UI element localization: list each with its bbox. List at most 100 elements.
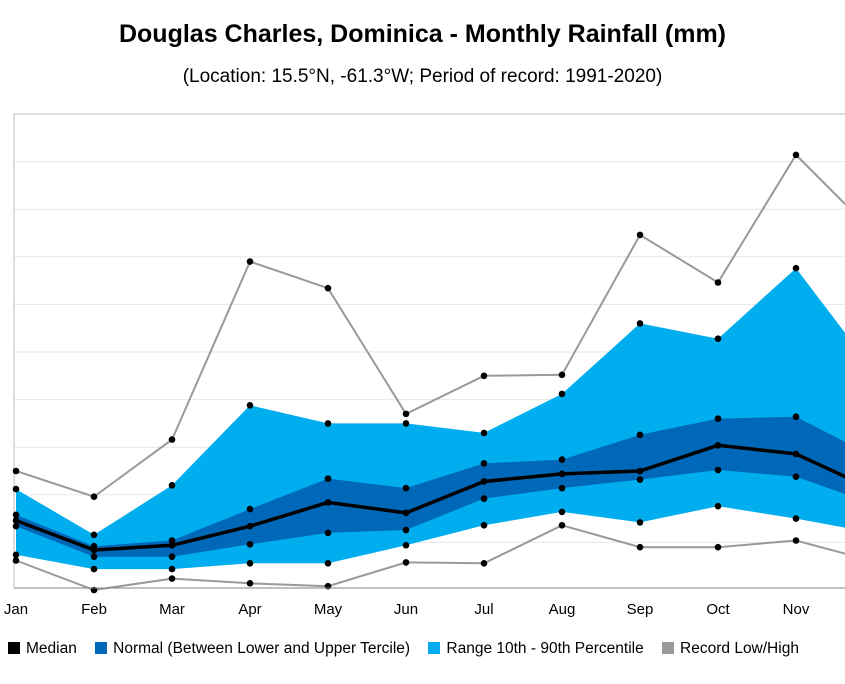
- x-tick-label: Jan: [4, 601, 28, 618]
- record-low-point: [12, 557, 20, 564]
- legend-item-range: Range 10th - 90th Percentile: [428, 640, 644, 658]
- median-line: [15, 443, 845, 552]
- p90-point: [246, 402, 254, 409]
- lower-tercile-point: [402, 526, 410, 534]
- p10-point: [402, 541, 410, 549]
- median-point: [402, 509, 410, 517]
- p10-point: [480, 521, 488, 529]
- p90-point: [12, 485, 20, 493]
- lower-tercile-point: [324, 529, 332, 537]
- median-point: [480, 478, 488, 485]
- legend-item-normal: Normal (Between Lower and Upper Tercile): [95, 640, 410, 658]
- x-tick-label: Feb: [81, 601, 107, 618]
- p10-point: [792, 515, 800, 522]
- legend-swatch-median: [8, 642, 20, 654]
- p10-point: [558, 508, 566, 516]
- record-low-point: [168, 575, 176, 582]
- lower-tercile-point: [792, 473, 800, 481]
- lower-tercile-point: [246, 541, 254, 548]
- record-high-point: [636, 231, 644, 239]
- x-tick-label: Mar: [159, 601, 185, 618]
- legend-label-record: Record Low/High: [680, 640, 799, 657]
- legend-label-range: Range 10th - 90th Percentile: [446, 640, 644, 657]
- p90-point: [402, 420, 410, 427]
- legend-item-record: Record Low/High: [662, 640, 799, 658]
- x-tick-label: Jul: [474, 601, 493, 618]
- p10-point: [714, 502, 722, 510]
- legend-swatch-range: [428, 642, 441, 654]
- median-point: [324, 499, 332, 506]
- chart-title: Douglas Charles, Dominica - Monthly Rain…: [118, 20, 727, 48]
- record-high-point: [714, 279, 722, 286]
- record-low-point: [402, 559, 410, 566]
- record-high-point: [12, 467, 20, 475]
- upper-tercile-point: [714, 415, 722, 422]
- p10-point: [636, 519, 644, 526]
- legend-item-median: Median: [8, 640, 77, 658]
- p10-point: [168, 565, 176, 573]
- record-low-point: [480, 560, 488, 567]
- lower-tercile-point: [12, 522, 20, 530]
- record-high-point: [792, 151, 800, 159]
- x-tick-label: Sep: [627, 601, 654, 618]
- record-high-point: [558, 371, 566, 379]
- record-low-point: [246, 580, 254, 587]
- x-tick-label: Oct: [706, 601, 730, 618]
- legend-label-normal: Normal (Between Lower and Upper Tercile): [113, 640, 411, 657]
- record-high-point: [168, 436, 176, 443]
- median-point: [246, 522, 254, 530]
- record-high-point: [90, 493, 98, 501]
- range-10-90-band: [16, 268, 845, 570]
- legend-swatch-normal: [95, 642, 108, 654]
- upper-tercile-point: [12, 511, 20, 519]
- chart-subtitle: (Location: 15.5°N, -61.3°W; Period of re…: [182, 66, 663, 87]
- p90-point: [714, 335, 722, 342]
- lower-tercile-point: [558, 484, 566, 492]
- lower-tercile-point: [90, 553, 98, 560]
- p10-point: [246, 560, 254, 567]
- record-high-point: [402, 410, 410, 418]
- p90-point: [636, 320, 644, 327]
- upper-tercile-point: [636, 431, 644, 439]
- x-tick-label: May: [314, 601, 343, 618]
- upper-tercile-point: [246, 505, 254, 513]
- upper-tercile-point: [168, 537, 176, 544]
- p90-point: [480, 429, 488, 437]
- x-tick-label: Apr: [238, 601, 261, 618]
- record-high-point: [480, 372, 488, 380]
- x-tick-label: Nov: [783, 601, 810, 618]
- lower-tercile-point: [480, 495, 488, 502]
- chart-legend: Median Normal (Between Lower and Upper T…: [8, 640, 813, 658]
- median-point: [90, 546, 98, 554]
- p90-point: [90, 531, 98, 539]
- upper-tercile-point: [558, 456, 566, 463]
- record-high-line: [15, 153, 845, 498]
- upper-tercile-point: [480, 460, 488, 467]
- record-high-point: [324, 284, 332, 292]
- upper-tercile-point: [402, 484, 410, 492]
- record-low-point: [792, 537, 800, 544]
- p10-point: [12, 551, 20, 559]
- legend-label-median: Median: [26, 640, 77, 657]
- x-tick-label: Aug: [549, 601, 576, 618]
- median-point: [792, 450, 800, 458]
- lower-tercile-point: [714, 466, 722, 474]
- record-low-point: [324, 582, 332, 590]
- p90-point: [324, 420, 332, 427]
- upper-tercile-point: [324, 475, 332, 482]
- x-tick-label: Jun: [394, 601, 418, 618]
- record-low-line: [15, 524, 845, 592]
- record-low-point: [636, 543, 644, 551]
- legend-swatch-record: [662, 642, 675, 654]
- median-point: [12, 517, 20, 524]
- median-point: [636, 467, 644, 475]
- p90-point: [792, 264, 800, 272]
- median-point: [558, 470, 566, 478]
- median-point: [168, 541, 176, 549]
- lower-tercile-point: [168, 553, 176, 560]
- lower-tercile-point: [636, 476, 644, 483]
- record-low-point: [714, 543, 722, 551]
- median-point: [714, 441, 722, 449]
- p10-point: [324, 560, 332, 567]
